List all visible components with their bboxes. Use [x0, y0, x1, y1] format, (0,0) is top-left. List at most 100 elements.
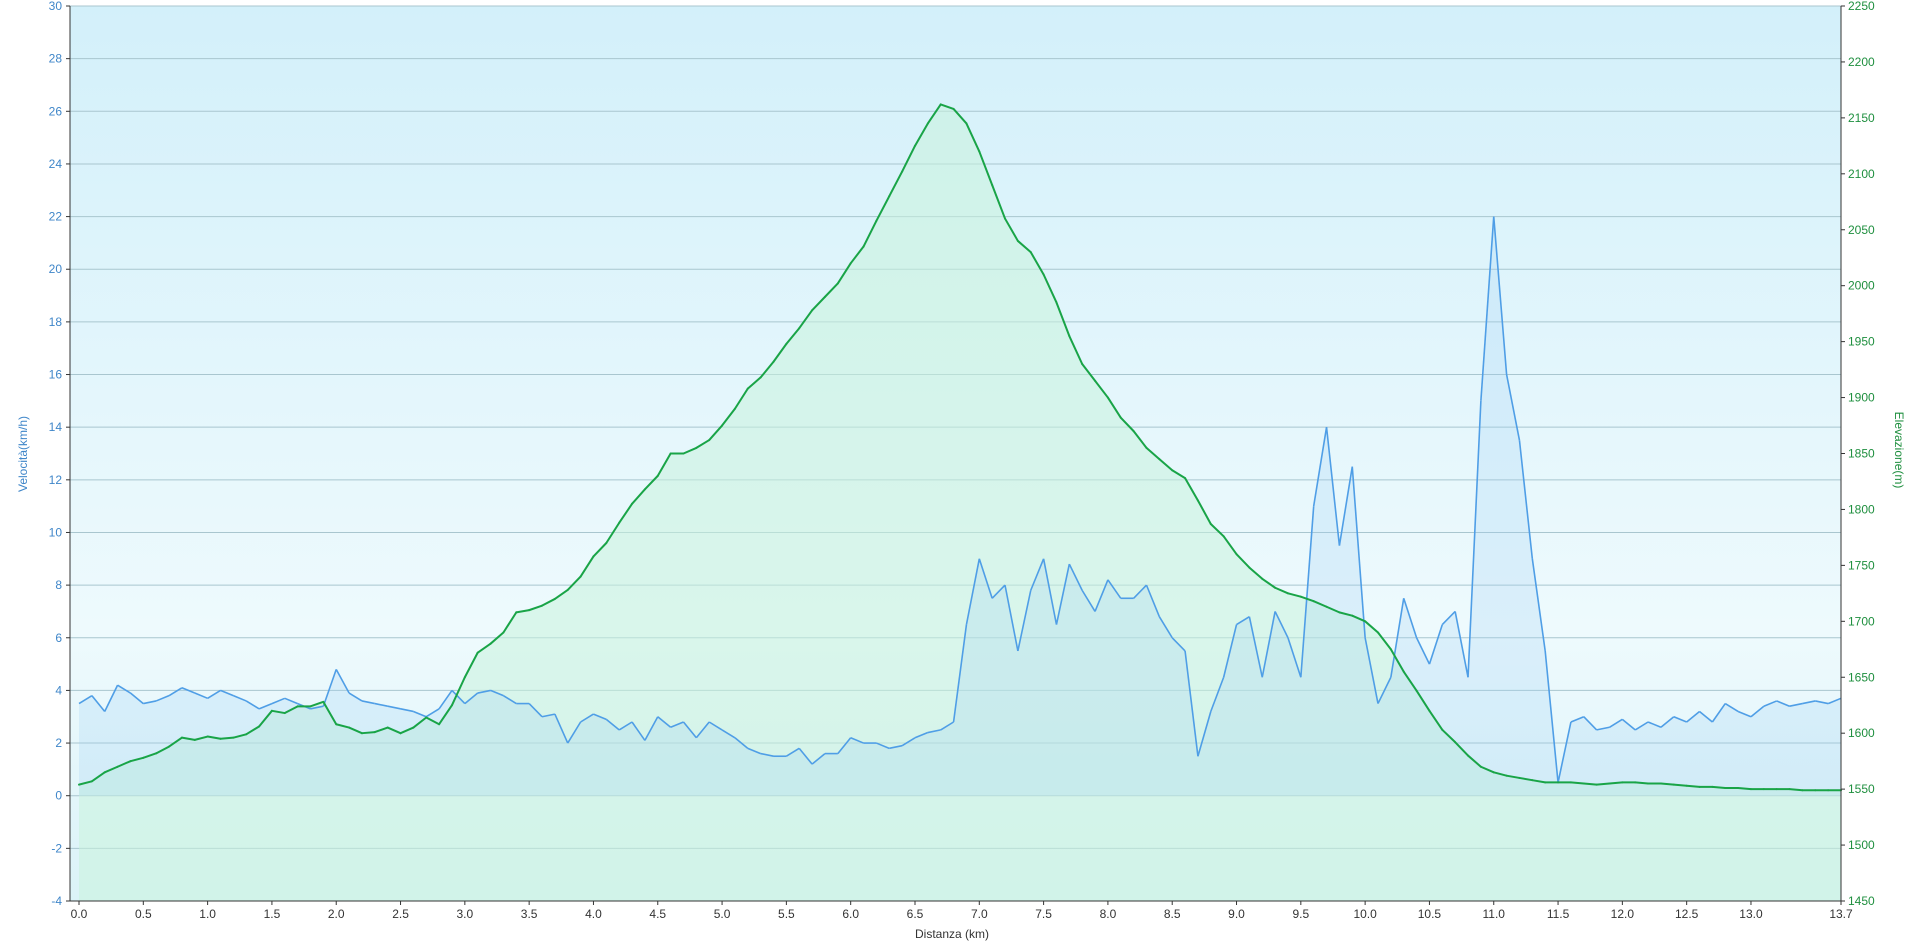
speed-segment: [695, 721, 710, 739]
speed-segment: [117, 684, 131, 694]
elevation-segment: [219, 736, 235, 740]
speed-segment: [541, 713, 556, 718]
elevation-segment: [888, 170, 904, 198]
speed-segment: [1390, 598, 1405, 678]
x-tick-label: 13.0: [1739, 907, 1763, 921]
speed-segment: [258, 702, 273, 710]
elevation-segment: [721, 407, 736, 427]
speed-segment: [181, 687, 196, 694]
speed-segment: [1338, 466, 1354, 546]
elevation-segment: [566, 575, 582, 591]
elevation-segment: [733, 387, 749, 410]
speed-segment: [155, 694, 170, 702]
elevation-segment: [682, 446, 698, 455]
speed-segment: [1004, 584, 1019, 652]
elevation-segment: [862, 219, 878, 248]
x-tick-label: 5.5: [778, 907, 795, 921]
speed-segment: [1518, 440, 1534, 559]
right-tick-label: 1650: [1848, 670, 1875, 684]
speed-segment: [670, 721, 684, 729]
speed-segment: [554, 713, 569, 744]
x-tick-label: 0.0: [71, 907, 88, 921]
x-axis-title: Distanza (km): [915, 927, 989, 941]
elevation-segment: [1428, 709, 1444, 731]
speed-segment: [1441, 610, 1456, 626]
speed-segment: [657, 716, 672, 728]
elevation-segment: [1788, 788, 1804, 792]
speed-segment: [901, 737, 916, 747]
speed-segment: [1377, 676, 1392, 704]
speed-segment: [734, 737, 749, 749]
speed-segment: [1660, 716, 1675, 728]
speed-segment: [1364, 637, 1379, 704]
speed-segment: [322, 669, 337, 707]
left-tick-label: 12: [49, 473, 63, 487]
left-tick-label: 16: [49, 368, 63, 382]
x-tick-label: 8.0: [1100, 907, 1117, 921]
elevation-segment: [168, 736, 183, 748]
speed-segment: [837, 737, 852, 755]
elevation-segment: [1737, 787, 1752, 791]
elevation-segment: [1106, 396, 1122, 419]
elevation-segment: [1042, 273, 1058, 304]
left-tick-label: 22: [49, 210, 63, 224]
x-axis-ticks: 0.0 0.5 1.0 1.5 2.0 2.5 3.0 3.5 4.0 4.5 5.0 5.5 6.0 6…: [71, 901, 1853, 921]
elevation-segment: [1415, 689, 1431, 712]
elevation-segment: [579, 555, 595, 578]
elevation-segment: [1004, 217, 1019, 242]
speed-segment: [1480, 216, 1495, 401]
x-tick-label: 7.0: [971, 907, 988, 921]
x-tick-label: 2.5: [392, 907, 409, 921]
elevation-segment: [399, 726, 415, 735]
elevation-segment: [103, 765, 119, 774]
elevation-segment: [1582, 782, 1598, 786]
elevation-segment: [258, 709, 273, 728]
speed-segment: [965, 558, 981, 625]
elevation-segment: [1196, 499, 1212, 525]
right-tick-label: 2150: [1848, 111, 1875, 125]
elevation-segment: [836, 262, 852, 285]
x-tick-label: 5.0: [714, 907, 731, 921]
speed-segment: [1699, 710, 1713, 723]
elevation-segment: [283, 705, 299, 715]
speed-segment: [1261, 611, 1276, 678]
right-tick-label: 2050: [1848, 223, 1875, 237]
right-tick-label: 1950: [1848, 335, 1875, 349]
speed-segment: [1634, 721, 1649, 731]
speed-segment: [1505, 374, 1521, 441]
speed-segment: [1827, 697, 1842, 705]
x-tick-label: 6.5: [907, 907, 924, 921]
x-tick-label: 11.0: [1483, 907, 1506, 921]
speed-segment: [567, 721, 582, 744]
speed-segment: [721, 729, 736, 739]
speed-segment: [914, 731, 929, 739]
elevation-segment: [1518, 776, 1534, 782]
elevation-segment: [1016, 239, 1032, 254]
speed-segment: [464, 692, 479, 705]
elevation-segment: [335, 723, 351, 729]
elevation-segment: [463, 651, 479, 679]
elevation-segment: [1158, 458, 1174, 472]
speed-segment: [580, 713, 594, 723]
speed-segment: [850, 737, 864, 744]
speed-segment: [168, 687, 183, 697]
speed-segment: [1158, 616, 1173, 639]
elevation-segment: [515, 609, 531, 614]
left-axis-title: Velocità(km/h): [16, 416, 30, 492]
elevation-segment: [823, 282, 839, 298]
speed-segment: [747, 747, 761, 755]
speed-segment: [1094, 579, 1109, 612]
speed-segment: [1763, 700, 1777, 707]
speed-segment: [1287, 637, 1302, 678]
elevation-segment: [1467, 754, 1482, 768]
x-tick-label: 7.5: [1035, 907, 1052, 921]
speed-segment: [310, 705, 324, 710]
x-tick-label: 4.0: [585, 907, 602, 921]
speed-segment: [1055, 563, 1071, 625]
x-tick-label: 4.5: [649, 907, 666, 921]
elevation-segment: [360, 731, 376, 735]
speed-segment: [1017, 590, 1032, 652]
left-tick-label: 8: [55, 578, 62, 592]
elevation-segment: [476, 642, 492, 654]
x-tick-label: 13.7: [1829, 907, 1853, 921]
